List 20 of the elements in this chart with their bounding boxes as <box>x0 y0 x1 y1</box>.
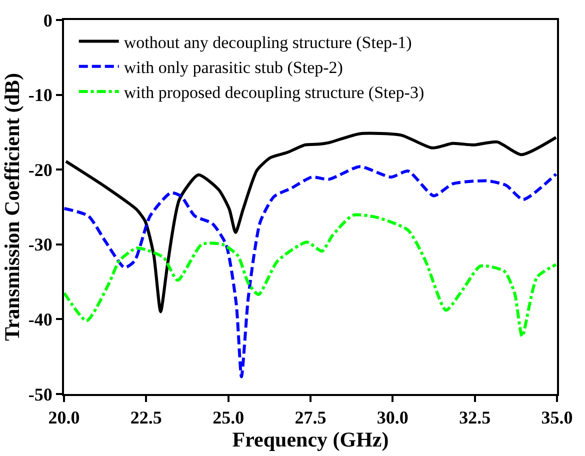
x-tick-label: 35.0 <box>541 408 573 428</box>
line-series <box>64 165 557 378</box>
y-tick-label: -10 <box>28 85 52 106</box>
legend-label: with proposed decoupling structure (Step-3) <box>124 83 424 102</box>
y-tick-label: -50 <box>28 384 52 404</box>
legend-label: with only parasitic stub (Step-2) <box>124 58 343 78</box>
x-tick-label: 27.5 <box>294 408 326 428</box>
y-tick-label: -40 <box>28 310 52 330</box>
x-tick-label: 22.5 <box>130 408 162 428</box>
x-tick-label: 32.5 <box>459 408 491 428</box>
x-tick-label: 20.0 <box>48 408 80 428</box>
legend-label: wothout any decoupling structure (Step-1) <box>124 32 412 52</box>
x-tick-label: 25.0 <box>212 408 244 428</box>
y-axis-title: Transmission Coefficient (dB) <box>0 73 24 341</box>
y-tick-label: -20 <box>28 160 52 180</box>
y-tick-label: 0 <box>43 10 52 30</box>
x-tick-label: 30.0 <box>376 408 408 428</box>
x-axis-title: Frequency (GHz) <box>232 428 389 452</box>
y-tick-label: -30 <box>28 234 52 255</box>
line-series <box>64 213 557 338</box>
